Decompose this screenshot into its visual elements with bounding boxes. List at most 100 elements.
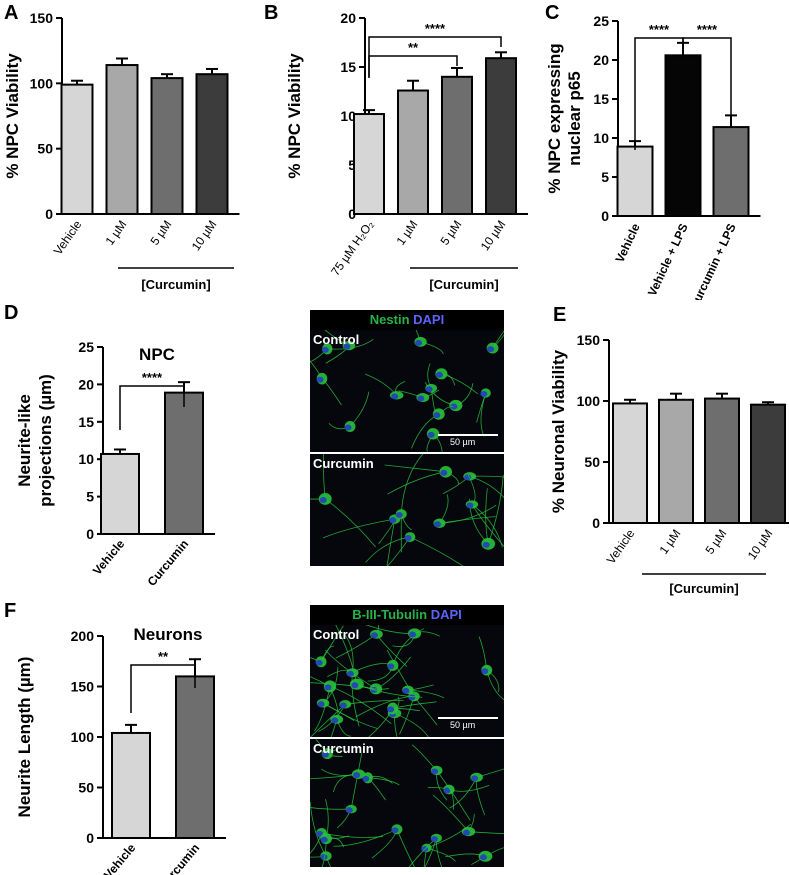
nucleus [433, 521, 441, 528]
micrograph-npc: Nestin DAPI Control Curcumin 50 µm [310, 310, 504, 566]
nucleus [321, 751, 329, 758]
nucleus [319, 496, 327, 503]
neurite [350, 753, 363, 810]
bar-0 [353, 113, 385, 215]
bar-1 [164, 391, 204, 535]
nucleus [443, 787, 451, 794]
y-tick-label: 10 [78, 451, 94, 467]
neurite [310, 807, 352, 810]
y-tick-label: 20 [593, 52, 609, 68]
neurite [485, 488, 489, 544]
chart-d-plot: 0 5 10 15 20 25 Neurite-like projections (µm) NP… [15, 339, 215, 589]
significance-bracket [130, 664, 196, 713]
nucleus [409, 631, 417, 638]
y-tick-label: 15 [78, 414, 94, 430]
nucleus [370, 632, 378, 639]
scale-bar-label: 50 µm [450, 720, 476, 730]
neurite [322, 454, 326, 499]
chart-c-plot: 0 5 10 15 20 25 % NPC expressingnuclear p65 Veh… [545, 13, 761, 300]
neurite [471, 504, 504, 547]
panel-letter-b: B [264, 2, 279, 24]
y-axis-label: % NPC Viability [3, 53, 22, 179]
x-tick-label: 10 µM [478, 218, 509, 254]
micrograph-header: B-III-Tubulin DAPI [310, 605, 504, 625]
nucleus [320, 853, 328, 860]
nucleus [315, 659, 323, 666]
y-axis-label: Neurite-like projections (µm) [15, 374, 55, 507]
significance-bracket [682, 37, 732, 120]
significance-label: **** [649, 22, 670, 37]
nucleus [482, 541, 490, 548]
y-tick-label: 50 [78, 780, 94, 796]
neurite [396, 829, 415, 867]
x-tick-label: Curcumin + LPS [687, 221, 739, 300]
chart-a-plot: 0 50 100 150 % NPC Viability Vehicle 1 µM 5 µM 1… [3, 10, 240, 292]
stain-label-nestin: Nestin [369, 312, 410, 327]
nucleus [415, 339, 423, 346]
neurite [441, 373, 478, 395]
neurite [409, 536, 464, 566]
condition-label-curcumin: Curcumin [313, 456, 374, 471]
neurite [424, 837, 437, 867]
nucleus [487, 346, 495, 353]
chart-b-plot: 0 5 10 15 20 % NPC Viability 75 µM H₂O₂ 1 µM 5 µ… [285, 10, 528, 292]
significance-label: **** [142, 370, 163, 385]
nucleus [324, 684, 332, 691]
stain-label-dapi: DAPI [430, 607, 462, 622]
chart-c-nuclear-p65: 0 5 10 15 20 25 % NPC expressingnuclear p65 Veh… [545, 13, 761, 300]
y-tick-label: 100 [71, 729, 95, 745]
x-tick-label: Vehicle [90, 537, 128, 578]
bar-3 [485, 57, 517, 216]
nucleus [317, 701, 325, 708]
nucleus [391, 393, 399, 400]
x-tick-label: 10 µM [189, 218, 220, 254]
nucleus [344, 424, 352, 431]
nucleus [362, 775, 370, 782]
nucleus [321, 346, 329, 353]
x-tick-label: Vehicle [101, 841, 139, 875]
nucleus [440, 469, 448, 476]
y-tick-label: 15 [593, 91, 609, 107]
neurite [400, 454, 424, 515]
significance-label: ** [158, 649, 169, 664]
y-tick-label: 0 [86, 830, 94, 846]
y-tick-label: 50 [584, 454, 600, 470]
bar-1 [105, 64, 139, 216]
neurite [384, 464, 446, 473]
nucleus [463, 829, 471, 836]
neurite [423, 847, 428, 867]
significance-bracket [368, 55, 458, 78]
nucleus [346, 670, 354, 677]
x-tick-label: 10 µM [745, 527, 776, 563]
y-tick-label: 5 [86, 489, 94, 505]
y-tick-label: 10 [593, 130, 609, 146]
micrograph-image-curcumin [310, 454, 504, 566]
y-tick-label: 20 [78, 376, 94, 392]
nucleus [351, 682, 359, 689]
neurite [324, 498, 376, 548]
y-tick-label: 100 [30, 75, 54, 91]
nucleus [391, 827, 399, 834]
nucleus [395, 512, 403, 519]
chart-f-neurite-length: 0 50 100 150 200 Neurite Length (µm) Neurons Ve… [15, 625, 226, 875]
neurite [432, 794, 469, 832]
neurite [322, 518, 395, 539]
bar-1 [175, 675, 215, 840]
nucleus [479, 854, 487, 861]
x-tick-label: 5 µM [148, 218, 175, 248]
neurite [333, 828, 398, 847]
nucleus [316, 376, 324, 383]
x-tick-label: 1 µM [394, 218, 421, 248]
x-tick-label: 75 µM H₂O₂ [328, 217, 377, 278]
nucleus [417, 395, 425, 402]
y-tick-label: 0 [86, 526, 94, 542]
nucleus [404, 535, 412, 542]
nucleus [316, 830, 324, 837]
x-tick-label: Curcumin [156, 841, 203, 875]
significance-bracket [119, 385, 185, 430]
micrograph-image-curcumin [310, 739, 504, 867]
nucleus [466, 502, 474, 509]
nucleus [435, 371, 443, 378]
nucleus [345, 807, 353, 814]
condition-label-control: Control [313, 332, 360, 347]
